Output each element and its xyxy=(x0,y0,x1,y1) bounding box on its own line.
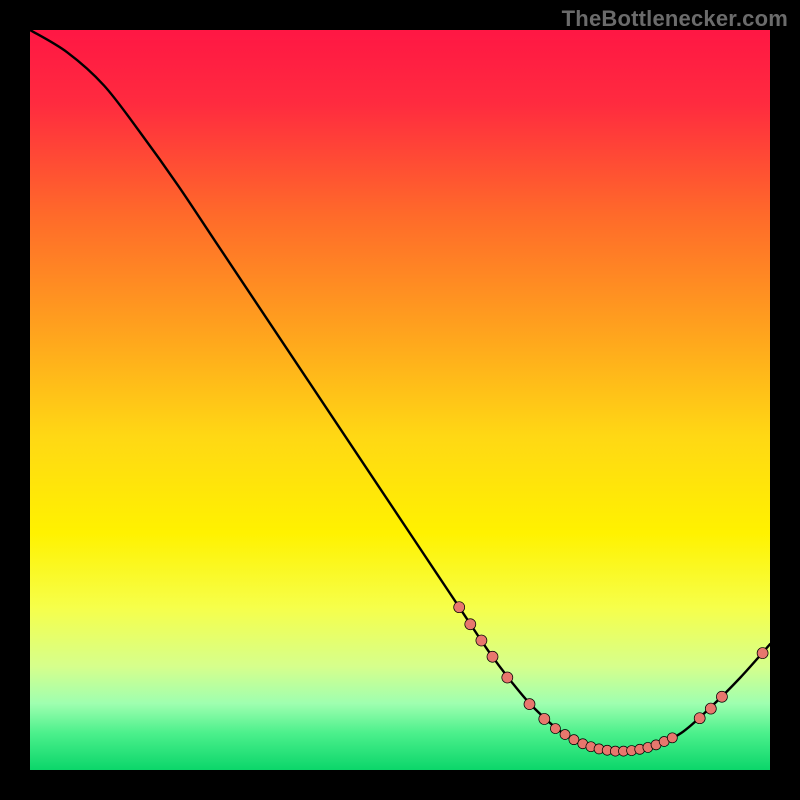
gradient-background xyxy=(30,30,770,770)
chart-container xyxy=(30,30,770,770)
scatter-marker xyxy=(667,733,677,743)
watermark-text: TheBottlenecker.com xyxy=(562,6,788,32)
scatter-marker xyxy=(569,735,579,745)
scatter-marker xyxy=(705,703,716,714)
scatter-marker xyxy=(550,724,560,734)
scatter-marker xyxy=(476,635,487,646)
scatter-marker xyxy=(502,672,513,683)
scatter-marker xyxy=(454,602,465,613)
scatter-marker xyxy=(757,648,768,659)
scatter-marker xyxy=(524,699,535,710)
scatter-marker xyxy=(487,651,498,662)
scatter-marker xyxy=(694,713,705,724)
bottleneck-curve-chart xyxy=(30,30,770,770)
scatter-marker xyxy=(465,619,476,630)
scatter-marker xyxy=(560,729,570,739)
scatter-marker xyxy=(539,713,550,724)
scatter-marker xyxy=(716,691,727,702)
